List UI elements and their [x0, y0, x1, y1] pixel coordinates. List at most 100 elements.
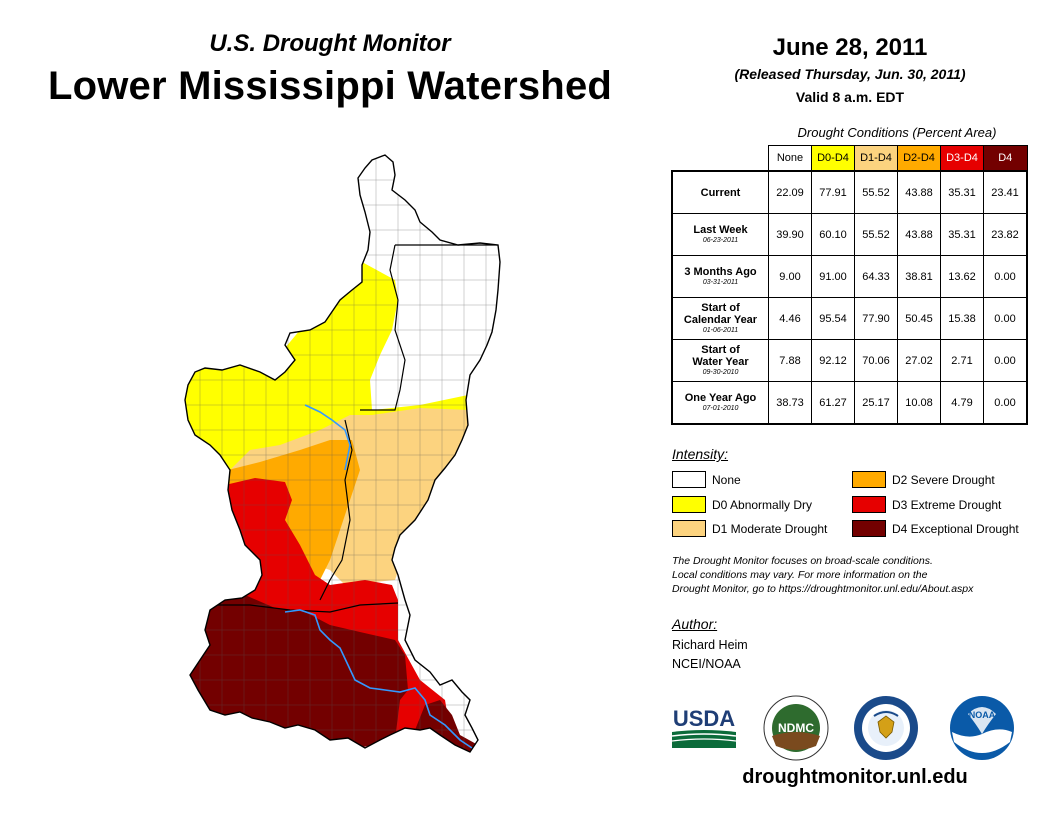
- col-d1-d4: D1-D4: [854, 145, 898, 172]
- map-title: Lower Mississippi Watershed: [47, 64, 613, 108]
- legend-swatch: [852, 520, 886, 537]
- map-subtitle: U.S. Drought Monitor: [209, 30, 451, 57]
- legend-item-d0: D0 Abnormally Dry: [672, 496, 812, 513]
- table-cell: 0.00: [983, 381, 1028, 425]
- legend-item-d3: D3 Extreme Drought: [852, 496, 1001, 513]
- table-cell: 64.33: [854, 255, 898, 298]
- table-cell: 4.79: [940, 381, 984, 425]
- legend-item-d1: D1 Moderate Drought: [672, 520, 827, 537]
- table-cell: 23.82: [983, 213, 1028, 256]
- row-date: 09-30-2010: [702, 369, 739, 376]
- table-cell: 77.91: [811, 170, 855, 214]
- legend-label: D0 Abnormally Dry: [712, 497, 813, 512]
- map-date: June 28, 2011: [772, 34, 928, 61]
- col-d2-d4: D2-D4: [897, 145, 941, 172]
- table-cell: 38.81: [897, 255, 941, 298]
- valid-time: Valid 8 a.m. EDT: [795, 89, 905, 105]
- legend-item-d2: D2 Severe Drought: [852, 471, 995, 488]
- table-cell: 55.52: [854, 170, 898, 214]
- row-label-last-week: Last Week 06-23-2011: [671, 213, 769, 256]
- legend-item-none: None: [672, 471, 741, 488]
- row-label-3-months: 3 Months Ago 03-31-2011: [671, 255, 769, 298]
- website-link[interactable]: droughtmonitor.unl.edu: [742, 766, 968, 788]
- legend-swatch: [852, 496, 886, 513]
- ndmc-logo: NDMC: [763, 695, 829, 761]
- row-label-one-year-ago: One Year Ago 07-01-2010: [671, 381, 769, 425]
- row-date: 07-01-2010: [702, 405, 739, 412]
- legend-label: None: [712, 472, 741, 487]
- legend-label: D3 Extreme Drought: [892, 497, 1002, 512]
- row-label-water-year: Start of Water Year 09-30-2010: [671, 339, 769, 382]
- table-cell: 43.88: [897, 213, 941, 256]
- table-cell: 70.06: [854, 339, 898, 382]
- col-d3-d4: D3-D4: [940, 145, 984, 172]
- table-cell: 39.90: [768, 213, 812, 256]
- table-cell: 95.54: [811, 297, 855, 340]
- legend-label: D1 Moderate Drought: [712, 521, 828, 536]
- author-org: NCEI/NOAA: [672, 657, 741, 671]
- author-name: Richard Heim: [672, 638, 748, 652]
- release-date: (Released Thursday, Jun. 30, 2011): [734, 66, 966, 82]
- table-cell: 35.31: [940, 170, 984, 214]
- conditions-title: Drought Conditions (Percent Area): [797, 125, 997, 140]
- table-cell: 0.00: [983, 339, 1028, 382]
- table-cell: 22.09: [768, 170, 812, 214]
- table-cell: 61.27: [811, 381, 855, 425]
- usda-logo: USDA: [671, 706, 737, 748]
- note-line: The Drought Monitor focuses on broad-sca…: [672, 555, 933, 567]
- table-cell: 0.00: [983, 255, 1028, 298]
- table-cell: 9.00: [768, 255, 812, 298]
- table-cell: 0.00: [983, 297, 1028, 340]
- table-row-calendar-year: Start of Calendar Year 01-06-2011 4.46 95.…: [671, 297, 1028, 340]
- col-d0-d4: D0-D4: [811, 145, 855, 172]
- legend-label: D4 Exceptional Drought: [892, 521, 1019, 536]
- table-cell: 7.88: [768, 339, 812, 382]
- table-cell: 55.52: [854, 213, 898, 256]
- col-none: None: [768, 145, 812, 172]
- legend-label: D2 Severe Drought: [892, 472, 995, 487]
- legend-title: Intensity:: [672, 446, 729, 462]
- table-row-3-months: 3 Months Ago 03-31-2011 9.00 91.00 64.33 …: [671, 255, 1028, 298]
- table-cell: 92.12: [811, 339, 855, 382]
- noaa-logo: NOAA: [950, 696, 1014, 760]
- table-cell: 25.17: [854, 381, 898, 425]
- legend-swatch: [672, 520, 706, 537]
- table-cell: 27.02: [897, 339, 941, 382]
- row-date: 01-06-2011: [702, 327, 739, 334]
- note-line: Drought Monitor, go to https://droughtmo…: [672, 583, 974, 595]
- table-row-current: Current 22.09 77.91 55.52 43.88 35.31 23…: [671, 170, 1028, 214]
- table-cell: 43.88: [897, 170, 941, 214]
- table-cell: 50.45: [897, 297, 941, 340]
- table-cell: 4.46: [768, 297, 812, 340]
- col-d4: D4: [983, 145, 1028, 172]
- table-cell: 15.38: [940, 297, 984, 340]
- legend-swatch: [852, 471, 886, 488]
- svg-text:USDA: USDA: [673, 706, 735, 731]
- table-cell: 35.31: [940, 213, 984, 256]
- table-cell: 23.41: [983, 170, 1028, 214]
- drought-map: [184, 154, 501, 753]
- legend-item-d4: D4 Exceptional Drought: [852, 520, 1019, 537]
- table-row-water-year: Start of Water Year 09-30-2010 7.88 92.12 …: [671, 339, 1028, 382]
- author-heading: Author:: [672, 616, 718, 632]
- legend-swatch: [672, 471, 706, 488]
- svg-text:NOAA: NOAA: [969, 710, 996, 720]
- disclaimer-note: The Drought Monitor focuses on broad-sca…: [672, 554, 1042, 596]
- table-cell: 38.73: [768, 381, 812, 425]
- row-label-calendar-year: Start of Calendar Year 01-06-2011: [671, 297, 769, 340]
- table-cell: 60.10: [811, 213, 855, 256]
- row-date: 03-31-2011: [702, 279, 739, 286]
- row-date: 06-23-2011: [702, 237, 739, 244]
- note-line: Local conditions may vary. For more info…: [672, 569, 928, 581]
- table-cell: 91.00: [811, 255, 855, 298]
- table-cell: 13.62: [940, 255, 984, 298]
- svg-text:NDMC: NDMC: [778, 721, 814, 735]
- table-row-one-year-ago: One Year Ago 07-01-2010 38.73 61.27 25.17…: [671, 381, 1028, 425]
- row-label-current: Current: [671, 170, 769, 214]
- drought-conditions-table: None D0-D4 D1-D4 D2-D4 D3-D4 D4 Current …: [671, 145, 1028, 425]
- table-cell: 10.08: [897, 381, 941, 425]
- table-cell: 77.90: [854, 297, 898, 340]
- table-cell: 2.71: [940, 339, 984, 382]
- header-blank-cell: [672, 145, 769, 172]
- table-row-last-week: Last Week 06-23-2011 39.90 60.10 55.52 43…: [671, 213, 1028, 256]
